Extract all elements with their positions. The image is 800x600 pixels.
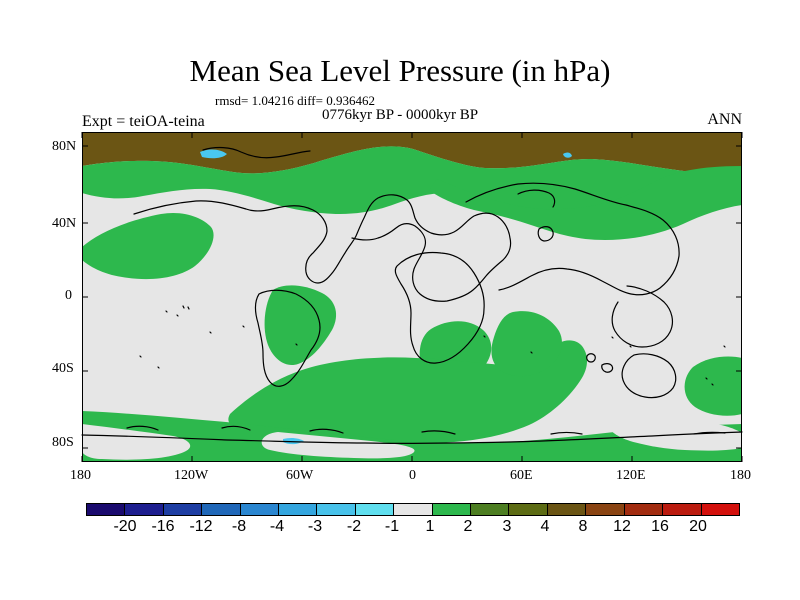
lon-label-0: 0 (409, 468, 416, 483)
lon-label-120w: 120W (174, 468, 209, 483)
colorbar-box-16 (663, 504, 702, 515)
green-north-pacific (82, 212, 214, 280)
colorbar-label-neg16: -16 (151, 518, 175, 535)
green-south-america (264, 285, 337, 366)
colorbar-label-neg2: -2 (346, 518, 362, 535)
lon-label-180-right: 180 (730, 468, 751, 483)
coastlines (81, 146, 743, 445)
colorbar-box-11 (471, 504, 510, 515)
stats-text: rmsd= 1.04216 diff= 0.936462 (215, 93, 375, 108)
colorbar-box-15 (624, 504, 664, 515)
colorbar-label-3: 3 (502, 518, 512, 535)
blue-patch-south (283, 437, 304, 445)
colorbar-label-1: 1 (425, 518, 435, 535)
lon-label-60w: 60W (286, 468, 314, 483)
colorbar-label-neg20: -20 (113, 518, 137, 535)
colorbar-box-4 (202, 504, 241, 515)
green-indian-ocean (491, 311, 562, 377)
lat-label-40s: 40S (52, 361, 74, 376)
colorbar-label-8: 8 (578, 518, 588, 535)
green-eurasia (429, 166, 742, 240)
colorbar-label-neg8: -8 (231, 518, 247, 535)
experiment-label: Expt = teiOA-teina (82, 113, 205, 130)
south-gray-band-left (82, 424, 191, 460)
colorbar-box-9 (394, 504, 433, 515)
colorbar-box-8 (355, 504, 395, 515)
blue-patch-north (200, 149, 227, 159)
colorbar-box-12 (509, 504, 548, 515)
map-panel (81, 132, 743, 462)
north-pole-brown (82, 132, 742, 176)
colorbar-box-3 (163, 504, 203, 515)
map-svg (81, 132, 743, 462)
colorbar-box-13 (547, 504, 587, 515)
colorbar-box-6 (279, 504, 318, 515)
lat-label-80n: 80N (52, 139, 77, 154)
lon-label-60e: 60E (510, 468, 533, 483)
colorbar-box-1 (87, 504, 126, 515)
colorbar-label-12: 12 (613, 518, 631, 535)
south-gray-band-center (261, 432, 415, 459)
colorbar-label-neg4: -4 (269, 518, 285, 535)
green-south-pacific-east (684, 356, 742, 416)
green-antarctic-ring (82, 411, 742, 462)
time-period: 0776kyr BP - 0000kyr BP (322, 107, 479, 123)
south-gray-band-right (609, 421, 742, 451)
colorbar-box-17 (701, 504, 739, 515)
colorbar-label-2: 2 (463, 518, 473, 535)
colorbar-box-10 (432, 504, 472, 515)
page-title: Mean Sea Level Pressure (in hPa) (189, 53, 611, 88)
colorbar-label-neg3: -3 (307, 518, 323, 535)
lon-label-120e: 120E (616, 468, 646, 483)
colorbar-label-4: 4 (540, 518, 550, 535)
lon-label-180-left: 180 (70, 468, 91, 483)
lat-label-80s: 80S (52, 435, 74, 450)
lat-label-40n: 40N (52, 216, 77, 231)
colorbar-box-7 (317, 504, 356, 515)
colorbar-box-2 (125, 504, 164, 515)
blue-patch-northeast (563, 152, 572, 158)
colorbar-label-16: 16 (651, 518, 669, 535)
colorbar-label-neg1: -1 (384, 518, 400, 535)
season-label: ANN (707, 111, 742, 128)
lat-label-0: 0 (65, 288, 72, 303)
tick-marks (81, 132, 743, 462)
colorbar (86, 503, 740, 516)
shaded-regions (82, 132, 742, 462)
colorbar-label-20: 20 (689, 518, 707, 535)
colorbar-box-5 (240, 504, 280, 515)
colorbar-box-14 (586, 504, 625, 515)
colorbar-label-neg12: -12 (189, 518, 213, 535)
